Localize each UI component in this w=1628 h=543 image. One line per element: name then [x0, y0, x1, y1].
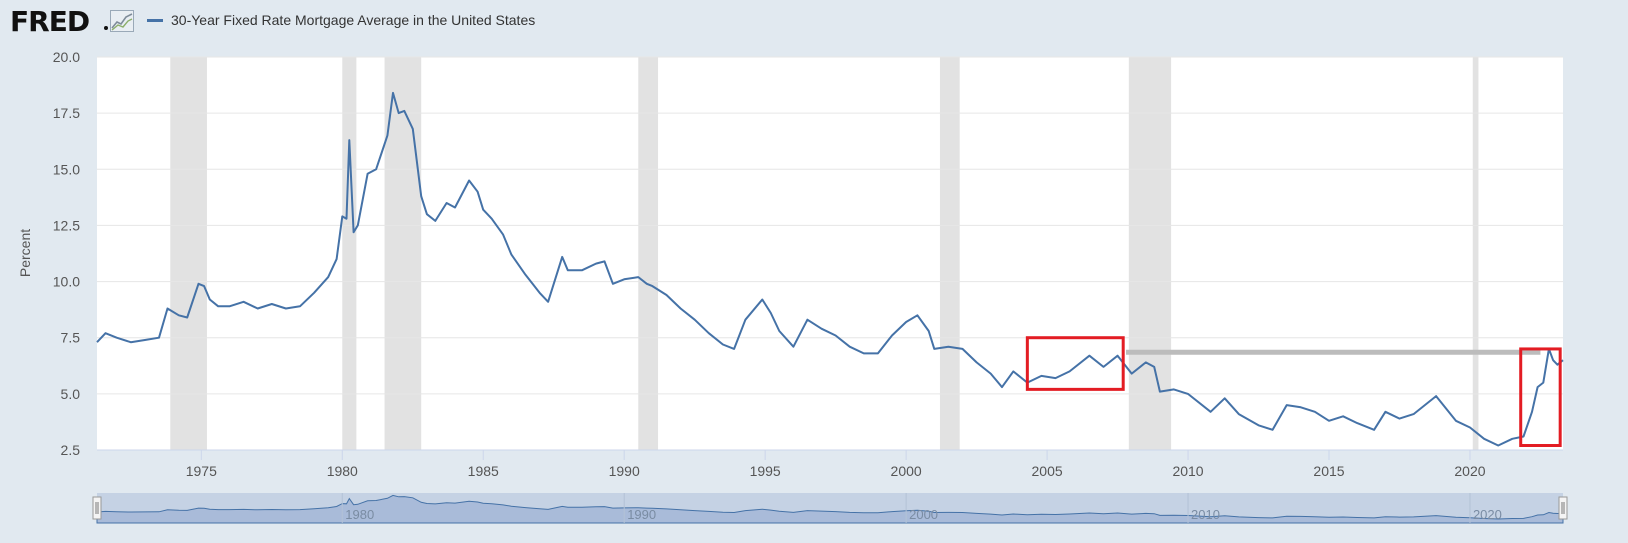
x-tick-label: 2010	[1172, 463, 1203, 479]
navigator-ticks: 1980 1990 2000 2010 2020	[341, 493, 1502, 523]
navigator-tick-label: 1980	[345, 507, 374, 522]
x-tick-label: 1975	[186, 463, 217, 479]
x-tick-label: 1985	[468, 463, 499, 479]
highlight-box	[1025, 336, 1125, 391]
recession-band	[170, 57, 207, 450]
x-tick-label: 2020	[1454, 463, 1485, 479]
y-tick-label: 7.5	[61, 330, 81, 346]
y-tick-label: 20.0	[53, 49, 80, 65]
y-tick-label: 2.5	[61, 442, 81, 458]
x-tick-label: 1995	[750, 463, 781, 479]
recession-band	[384, 57, 422, 450]
legend[interactable]: 30-Year Fixed Rate Mortgage Average in t…	[147, 12, 535, 28]
navigator-handle-left[interactable]	[92, 496, 102, 520]
y-axis-label: Percent	[17, 229, 33, 277]
x-tick-label: 1990	[609, 463, 640, 479]
navigator[interactable]: 1980 1990 2000 2010 2020	[92, 493, 1568, 524]
navigator-series	[96, 494, 1564, 524]
legend-line-swatch	[147, 18, 163, 22]
x-axis-ticks: 1975 1980 1985 1990 1995 2000 2005 2010 2015 2020	[97, 449, 1563, 479]
y-tick-label: 12.5	[53, 217, 80, 233]
navigator-handle-right[interactable]	[1558, 496, 1568, 520]
y-tick-label: 10.0	[53, 274, 80, 290]
y-axis-ticks: 2.5 5.0 7.5 10.0 12.5 15.0 17.5 20.0	[53, 49, 80, 458]
y-tick-label: 5.0	[61, 386, 81, 402]
navigator-tick-label: 2020	[1473, 507, 1502, 522]
recession-band	[1128, 57, 1172, 450]
x-tick-label: 1980	[327, 463, 358, 479]
fred-logo[interactable]: FRED	[10, 5, 90, 38]
highlight-box	[1519, 347, 1562, 448]
recession-band	[939, 57, 960, 450]
header: FRED 30-Year Fixed Rate Mortgage Average…	[0, 0, 1628, 48]
recession-band	[1472, 57, 1479, 450]
highlight-boxes	[1025, 336, 1562, 448]
navigator-tick-label: 2010	[1191, 507, 1220, 522]
chart-logo-icon	[110, 10, 134, 32]
series-line[interactable]	[96, 91, 1564, 447]
navigator-tick-label: 1990	[627, 507, 656, 522]
recession-band	[342, 57, 357, 450]
plot-background	[97, 57, 1563, 450]
navigator-tick-label: 2000	[909, 507, 938, 522]
logo-dot	[104, 26, 108, 30]
x-tick-label: 2015	[1313, 463, 1344, 479]
x-tick-label: 2005	[1032, 463, 1063, 479]
y-tick-label: 15.0	[53, 161, 80, 177]
recession-band	[638, 57, 659, 450]
legend-series-label: 30-Year Fixed Rate Mortgage Average in t…	[171, 12, 536, 28]
recession-shading	[170, 57, 1479, 450]
y-tick-label: 17.5	[53, 105, 80, 121]
x-tick-label: 2000	[891, 463, 922, 479]
